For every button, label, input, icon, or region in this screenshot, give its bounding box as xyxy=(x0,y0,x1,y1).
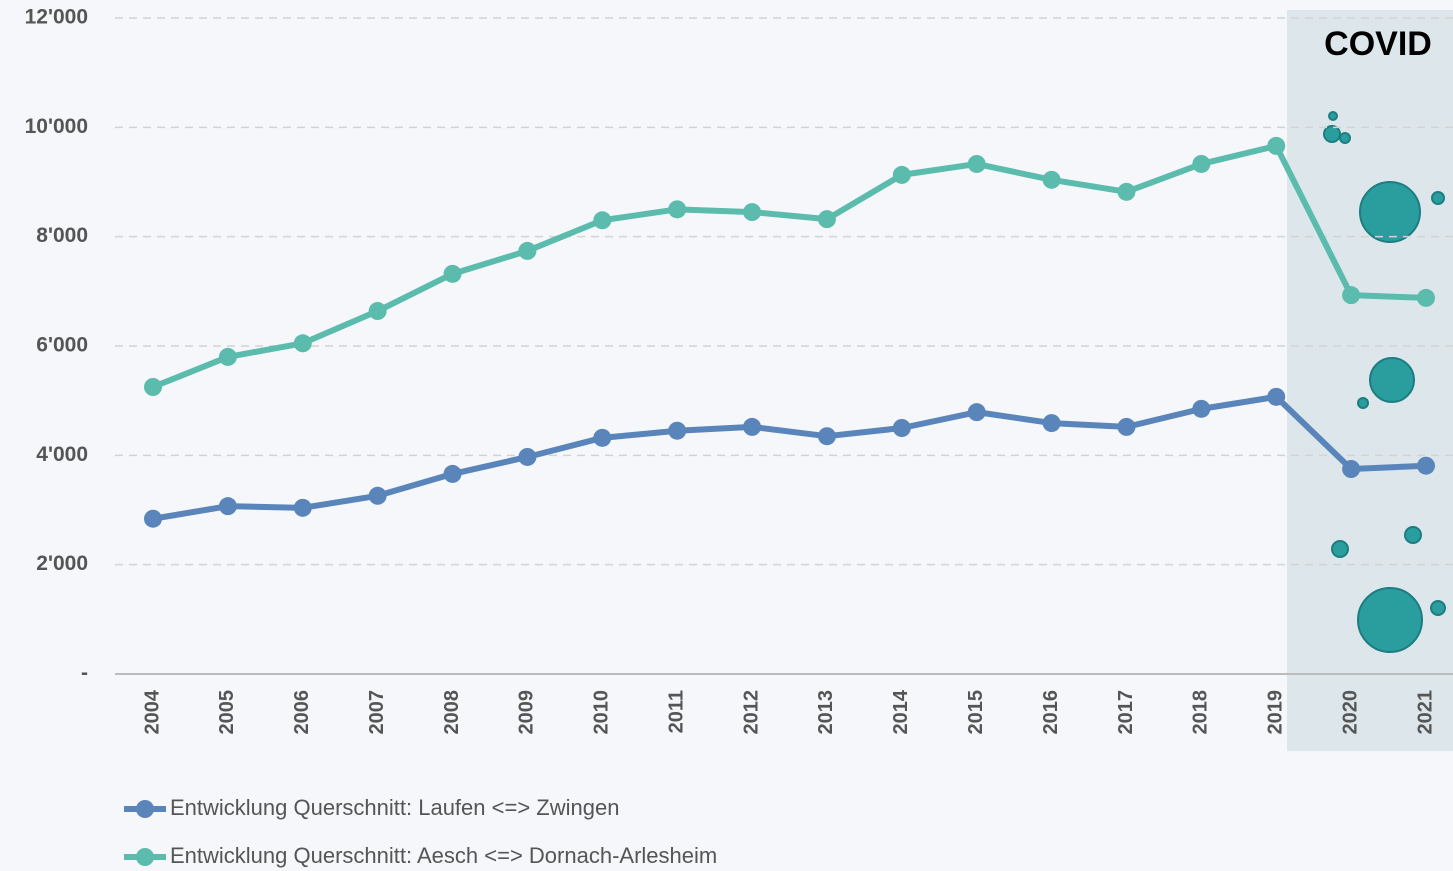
series-line xyxy=(152,393,1427,522)
data-point xyxy=(293,498,312,517)
data-point xyxy=(817,427,836,446)
x-tick-label: 2013 xyxy=(815,690,837,735)
covid-label: COVID xyxy=(1324,25,1432,63)
data-point xyxy=(368,486,387,505)
x-tick-label: 2019 xyxy=(1265,690,1287,735)
y-tick-label: 8'000 xyxy=(36,224,88,247)
data-point xyxy=(218,497,237,516)
x-tick-label: 2010 xyxy=(591,690,613,735)
data-point xyxy=(892,165,911,184)
y-tick-label: 10'000 xyxy=(25,115,88,138)
data-point xyxy=(1192,399,1211,418)
data-point xyxy=(218,347,237,366)
y-tick-label: 6'000 xyxy=(36,334,88,357)
y-tick-label: 12'000 xyxy=(25,6,88,29)
plot: - 2'000 4'000 6'000 8'000 10'000 12'000 2004 200… xyxy=(25,6,1453,868)
data-point xyxy=(593,211,612,230)
y-tick-label: 2'000 xyxy=(36,552,88,575)
data-point xyxy=(817,210,836,229)
data-point xyxy=(967,154,986,173)
data-point xyxy=(518,447,537,466)
data-point xyxy=(293,334,312,353)
x-tick-label: 2016 xyxy=(1040,690,1062,735)
data-point xyxy=(668,421,687,440)
x-tick-label: 2009 xyxy=(516,690,538,735)
x-tick-label: 2012 xyxy=(740,690,762,735)
x-tick-label: 2015 xyxy=(965,690,987,735)
data-point xyxy=(1192,154,1211,173)
x-tick-label: 2018 xyxy=(1190,690,1212,735)
legend-label: Entwicklung Querschnitt: Laufen <=> Zwin… xyxy=(170,795,619,820)
data-point xyxy=(144,378,162,396)
x-tick-label: 2017 xyxy=(1115,690,1137,735)
data-point xyxy=(743,417,762,436)
data-point xyxy=(144,509,162,528)
data-point xyxy=(443,464,462,483)
legend-label: Entwicklung Querschnitt: Aesch <=> Dorna… xyxy=(170,843,717,868)
data-point xyxy=(518,241,537,260)
data-point xyxy=(593,428,612,447)
x-tick-label: 2021 xyxy=(1414,690,1436,735)
x-tick-label: 2011 xyxy=(665,690,687,733)
data-point xyxy=(668,200,687,219)
data-point xyxy=(1342,460,1361,478)
legend-marker xyxy=(136,800,154,818)
data-point xyxy=(443,264,462,283)
x-tick-label: 2005 xyxy=(216,690,238,735)
data-point xyxy=(1417,456,1435,475)
y-tick-label: 4'000 xyxy=(36,443,88,466)
data-point xyxy=(1042,414,1061,433)
data-point xyxy=(368,302,387,321)
x-tick-label: 2007 xyxy=(366,690,388,735)
virus-icons xyxy=(1323,111,1446,653)
data-point xyxy=(1267,387,1286,406)
series-line xyxy=(151,142,1427,390)
x-tick-label: 2006 xyxy=(291,690,313,735)
x-tick-label: 2014 xyxy=(890,689,912,734)
data-point xyxy=(892,419,911,437)
data-point xyxy=(1267,136,1286,155)
x-tick-label: 2020 xyxy=(1339,690,1361,735)
data-point xyxy=(1117,182,1136,201)
data-point xyxy=(1042,170,1061,189)
data-point xyxy=(1342,286,1361,305)
data-point xyxy=(1117,417,1136,436)
data-point xyxy=(1417,288,1435,307)
y-tick-label: - xyxy=(81,662,88,685)
legend-marker xyxy=(136,848,154,866)
data-point xyxy=(967,403,986,422)
x-tick-label: 2008 xyxy=(441,690,463,735)
x-tick-label: 2004 xyxy=(141,689,163,734)
data-point xyxy=(743,203,762,222)
